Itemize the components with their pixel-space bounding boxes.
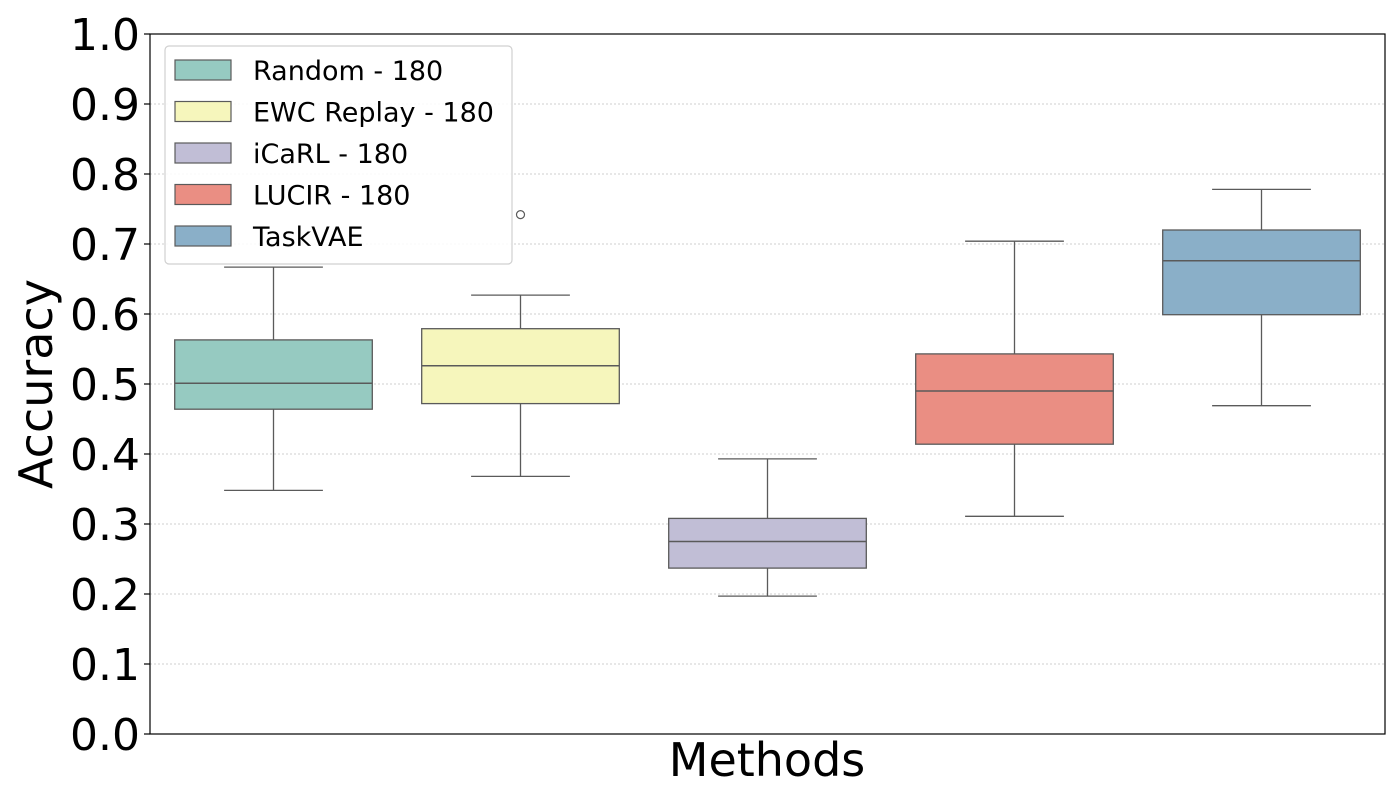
- iqr-box: [915, 353, 1114, 445]
- y-tick-label: 0.4: [70, 430, 140, 481]
- legend-swatch: [174, 183, 232, 206]
- y-tick-label: 0.6: [70, 290, 140, 341]
- iqr-box: [174, 339, 373, 410]
- iqr-box: [1162, 229, 1361, 316]
- x-axis-label: Methods: [669, 733, 866, 787]
- y-tick-label: 0.1: [70, 640, 140, 691]
- y-axis-ticks: 0.0 0.1 0.2 0.3 0.4 0.5 0.6 0.7 0.8 0.9 1.0: [70, 10, 150, 761]
- y-tick-label: 0.9: [70, 80, 140, 131]
- y-tick-label: 1.0: [70, 10, 140, 61]
- legend-label: LUCIR - 180: [253, 181, 410, 212]
- legend-swatch: [174, 59, 232, 81]
- y-tick-label: 0.5: [70, 360, 140, 411]
- legend-swatch: [174, 225, 232, 247]
- legend-swatch: [174, 142, 232, 164]
- iqr-box: [668, 517, 867, 569]
- y-axis-label: Accuracy: [9, 279, 63, 489]
- legend-box: [164, 45, 513, 265]
- legend-label: EWC Replay - 180: [253, 98, 494, 129]
- legend: Random - 180 EWC Replay - 180 iCaRL - 180 L…: [164, 45, 513, 265]
- y-tick-label: 0.8: [70, 150, 140, 201]
- box-taskvae: [1162, 188, 1361, 407]
- outlier-point: [515, 210, 526, 220]
- y-tick-label: 0.7: [70, 220, 140, 271]
- legend-swatch: [174, 100, 232, 123]
- box-ewc-replay-180: [421, 210, 620, 478]
- box-series: [174, 188, 1361, 597]
- legend-label: TaskVAE: [252, 222, 364, 253]
- box-random-180: [174, 266, 373, 492]
- y-tick-label: 0.0: [70, 710, 140, 761]
- box-icarl-180: [668, 458, 867, 597]
- box-lucir-180: [915, 240, 1114, 517]
- y-tick-label: 0.3: [70, 500, 140, 551]
- legend-label: Random - 180: [253, 56, 443, 87]
- y-tick-label: 0.2: [70, 570, 140, 621]
- legend-label: iCaRL - 180: [253, 139, 408, 170]
